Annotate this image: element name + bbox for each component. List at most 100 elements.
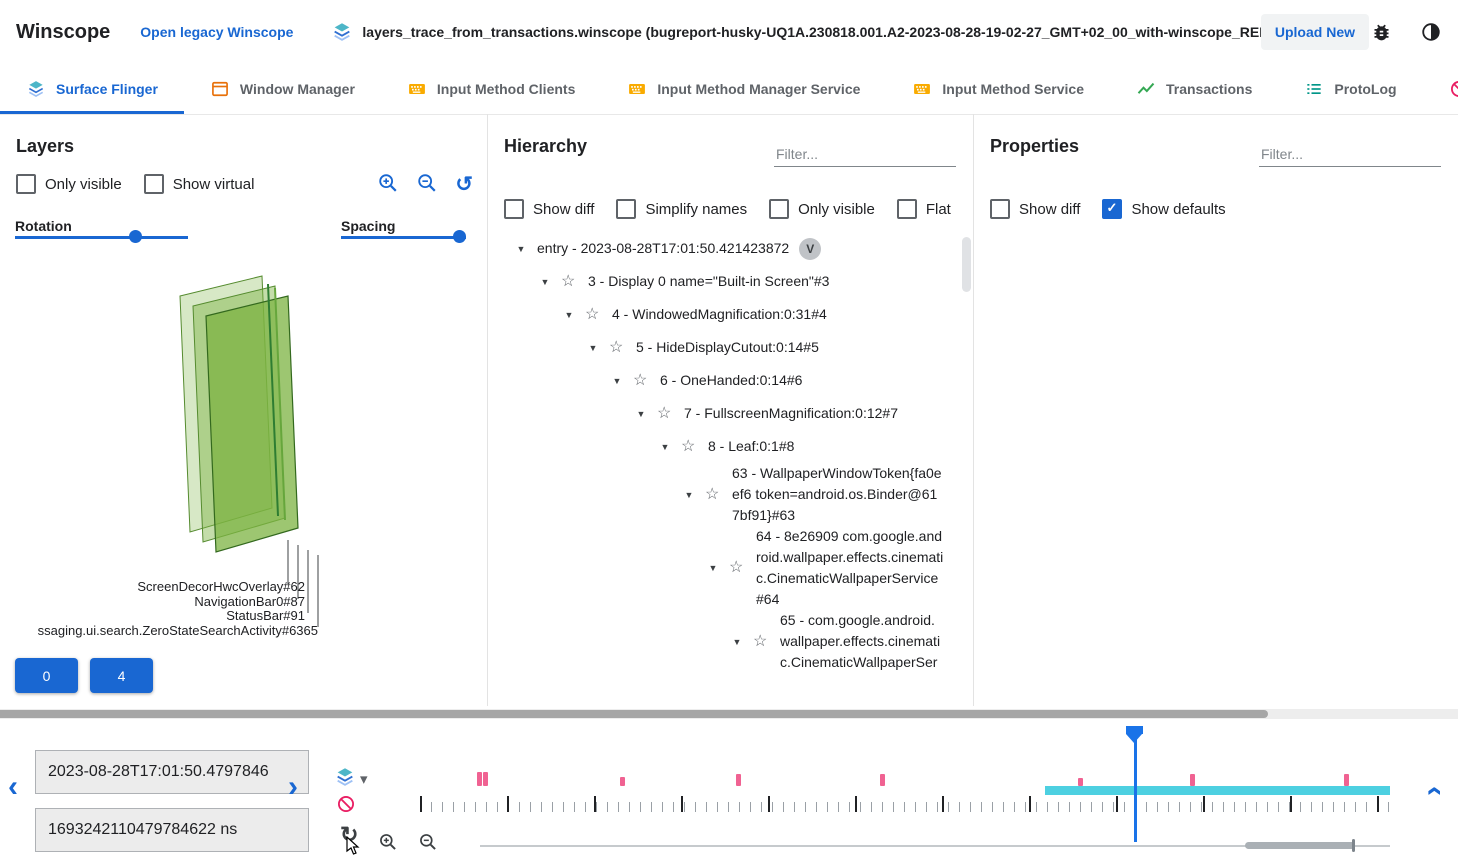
display-button-4[interactable]: 4 xyxy=(90,658,153,693)
trace-event-marker[interactable] xyxy=(477,772,482,786)
next-entry-chevron[interactable]: › xyxy=(288,770,298,803)
upload-new-button[interactable]: Upload New xyxy=(1260,14,1369,50)
tab-surface-flinger[interactable]: Surface Flinger xyxy=(0,64,184,114)
tab-transition-traces[interactable]: Tra xyxy=(1423,64,1458,114)
spacing-label: Spacing xyxy=(341,218,396,234)
pin-star-icon[interactable]: ☆ xyxy=(585,305,600,323)
pin-star-icon[interactable]: ☆ xyxy=(681,437,696,455)
checkbox-only-visible[interactable]: Only visible xyxy=(769,199,875,219)
zoom-out-icon[interactable] xyxy=(416,172,438,197)
collapse-arrow-icon[interactable]: ▼ xyxy=(516,243,526,254)
tab-input-method-clients[interactable]: Input Method Clients xyxy=(381,64,601,114)
properties-filter-input[interactable] xyxy=(1259,142,1441,167)
checkbox-box xyxy=(504,199,524,219)
timeline-zoom-out-icon[interactable] xyxy=(418,832,438,852)
checkbox-show-diff[interactable]: Show diff xyxy=(990,199,1080,219)
checkbox-only-visible[interactable]: Only visible xyxy=(16,174,122,194)
reset-view-icon[interactable]: ↺ xyxy=(455,173,473,196)
layer-label[interactable]: ssaging.ui.search.ZeroStateSearchActivit… xyxy=(37,623,318,638)
tree-node[interactable]: ▼ ☆ 8 - Leaf:0:1#8 xyxy=(488,430,974,463)
collapse-arrow-icon[interactable]: ▼ xyxy=(588,342,598,353)
checkbox-show-virtual[interactable]: Show virtual xyxy=(143,174,254,194)
checkbox-flat[interactable]: Flat xyxy=(896,199,951,219)
slider-thumb[interactable] xyxy=(453,230,466,243)
tree-node[interactable]: ▼ ☆ 5 - HideDisplayCutout:0:14#5 xyxy=(488,331,974,364)
dropdown-caret-icon[interactable]: ▾ xyxy=(360,771,368,788)
collapse-arrow-icon[interactable]: ▼ xyxy=(708,563,718,573)
tree-node-entry[interactable]: ▼ entry - 2023-08-28T17:01:50.421423872 … xyxy=(488,232,974,265)
checkbox-show-diff[interactable]: Show diff xyxy=(504,199,594,219)
tab-input-method-service[interactable]: Input Method Service xyxy=(886,64,1110,114)
tree-node[interactable]: ▼ ☆ 4 - WindowedMagnification:0:31#4 xyxy=(488,298,974,331)
transactions-coverage-band[interactable] xyxy=(1045,786,1390,795)
theme-toggle-icon[interactable] xyxy=(1420,21,1442,43)
timestamp-human-input[interactable]: 2023-08-28T17:01:50.4797846 xyxy=(35,750,309,794)
tab-label: Input Method Manager Service xyxy=(657,81,861,97)
tab-transactions[interactable]: Transactions xyxy=(1110,64,1278,114)
expand-timeline-chevron[interactable]: › xyxy=(1416,786,1449,796)
trace-event-marker[interactable] xyxy=(736,774,741,786)
hierarchy-filter-input[interactable] xyxy=(774,142,956,167)
zoom-slider-handle[interactable] xyxy=(1245,842,1355,849)
layers-panel: Layers Only visible Show virtual ↺ Rotat… xyxy=(0,114,487,706)
pin-star-icon[interactable]: ☆ xyxy=(633,371,648,389)
layer-label[interactable]: NavigationBar0#87 xyxy=(194,594,305,609)
display-button-0[interactable]: 0 xyxy=(15,658,78,693)
collapse-arrow-icon[interactable]: ▼ xyxy=(540,276,550,287)
pin-star-icon[interactable]: ☆ xyxy=(729,559,744,576)
checkbox-show-defaults[interactable]: Show defaults xyxy=(1102,199,1226,219)
pin-star-icon[interactable]: ☆ xyxy=(657,404,672,422)
timeline-panel: ‹ 2023-08-28T17:01:50.4797846 1693242110… xyxy=(0,722,1458,860)
pin-star-icon[interactable]: ☆ xyxy=(561,272,576,290)
tree-scrollbar[interactable] xyxy=(962,237,971,292)
timeline-zoom-in-icon[interactable] xyxy=(378,832,398,852)
tab-label: ProtoLog xyxy=(1334,81,1397,97)
spacing-slider[interactable] xyxy=(341,230,466,244)
rotation-slider[interactable] xyxy=(15,230,188,244)
scrollbar-thumb[interactable] xyxy=(0,710,1268,718)
zoom-in-icon[interactable] xyxy=(377,172,399,197)
reset-zoom-icon[interactable]: ↻ xyxy=(340,822,359,847)
checkbox-box xyxy=(769,199,790,219)
surface-flinger-trace-icon[interactable] xyxy=(334,766,356,788)
pin-star-icon[interactable]: ☆ xyxy=(753,632,768,650)
transactions-trace-icon[interactable] xyxy=(336,794,356,814)
collapse-arrow-icon[interactable]: ▼ xyxy=(684,489,694,500)
collapse-arrow-icon[interactable]: ▼ xyxy=(636,408,646,419)
tab-window-manager[interactable]: Window Manager xyxy=(184,64,381,114)
bug-report-icon[interactable] xyxy=(1371,22,1392,43)
trace-event-marker[interactable] xyxy=(620,777,625,786)
tree-node[interactable]: ▼ ☆ 63 - WallpaperWindowToken{fa0eef6 to… xyxy=(488,463,974,526)
tree-node[interactable]: ▼ ☆ 64 - 8e26909 com.google.android.wall… xyxy=(488,526,974,610)
timeline-ruler[interactable] xyxy=(420,796,1392,812)
trace-event-marker[interactable] xyxy=(1344,774,1349,786)
layer-label[interactable]: StatusBar#91 xyxy=(226,608,305,623)
prev-entry-chevron[interactable]: ‹ xyxy=(8,770,18,803)
tree-node[interactable]: ▼ ☆ 7 - FullscreenMagnification:0:12#7 xyxy=(488,397,974,430)
trace-event-marker[interactable] xyxy=(880,774,885,786)
pin-star-icon[interactable]: ☆ xyxy=(609,338,624,356)
checkbox-simplify-names[interactable]: Simplify names xyxy=(616,199,747,219)
pin-star-icon[interactable]: ☆ xyxy=(705,485,720,503)
collapse-arrow-icon[interactable]: ▼ xyxy=(612,375,622,386)
timestamp-ns-input[interactable]: 1693242110479784622 ns xyxy=(35,808,309,852)
collapse-arrow-icon[interactable]: ▼ xyxy=(732,636,742,647)
trace-events-track xyxy=(0,722,1458,860)
trace-event-marker[interactable] xyxy=(1190,774,1195,786)
collapse-arrow-icon[interactable]: ▼ xyxy=(660,441,670,452)
collapse-arrow-icon[interactable]: ▼ xyxy=(564,309,574,320)
tree-node[interactable]: ▼ ☆ 6 - OneHanded:0:14#6 xyxy=(488,364,974,397)
trace-event-marker[interactable] xyxy=(483,772,488,786)
zoom-slider-track[interactable] xyxy=(480,845,1390,847)
tree-node[interactable]: ▼ ☆ 3 - Display 0 name="Built-in Screen"… xyxy=(488,265,974,298)
tab-input-method-manager-service[interactable]: Input Method Manager Service xyxy=(601,64,886,114)
legacy-winscope-link[interactable]: Open legacy Winscope xyxy=(140,24,294,40)
timeline-cursor-head[interactable] xyxy=(1126,726,1143,743)
layer-label[interactable]: ScreenDecorHwcOverlay#62 xyxy=(137,579,305,594)
layers-3d-view[interactable] xyxy=(60,254,440,654)
trace-event-marker[interactable] xyxy=(1078,778,1083,786)
timeline-cursor[interactable] xyxy=(1134,736,1137,842)
tree-node[interactable]: ▼ ☆ 65 - com.google.android.wallpaper.ef… xyxy=(488,610,974,673)
tab-protolog[interactable]: ProtoLog xyxy=(1278,64,1422,114)
slider-thumb[interactable] xyxy=(129,230,142,243)
